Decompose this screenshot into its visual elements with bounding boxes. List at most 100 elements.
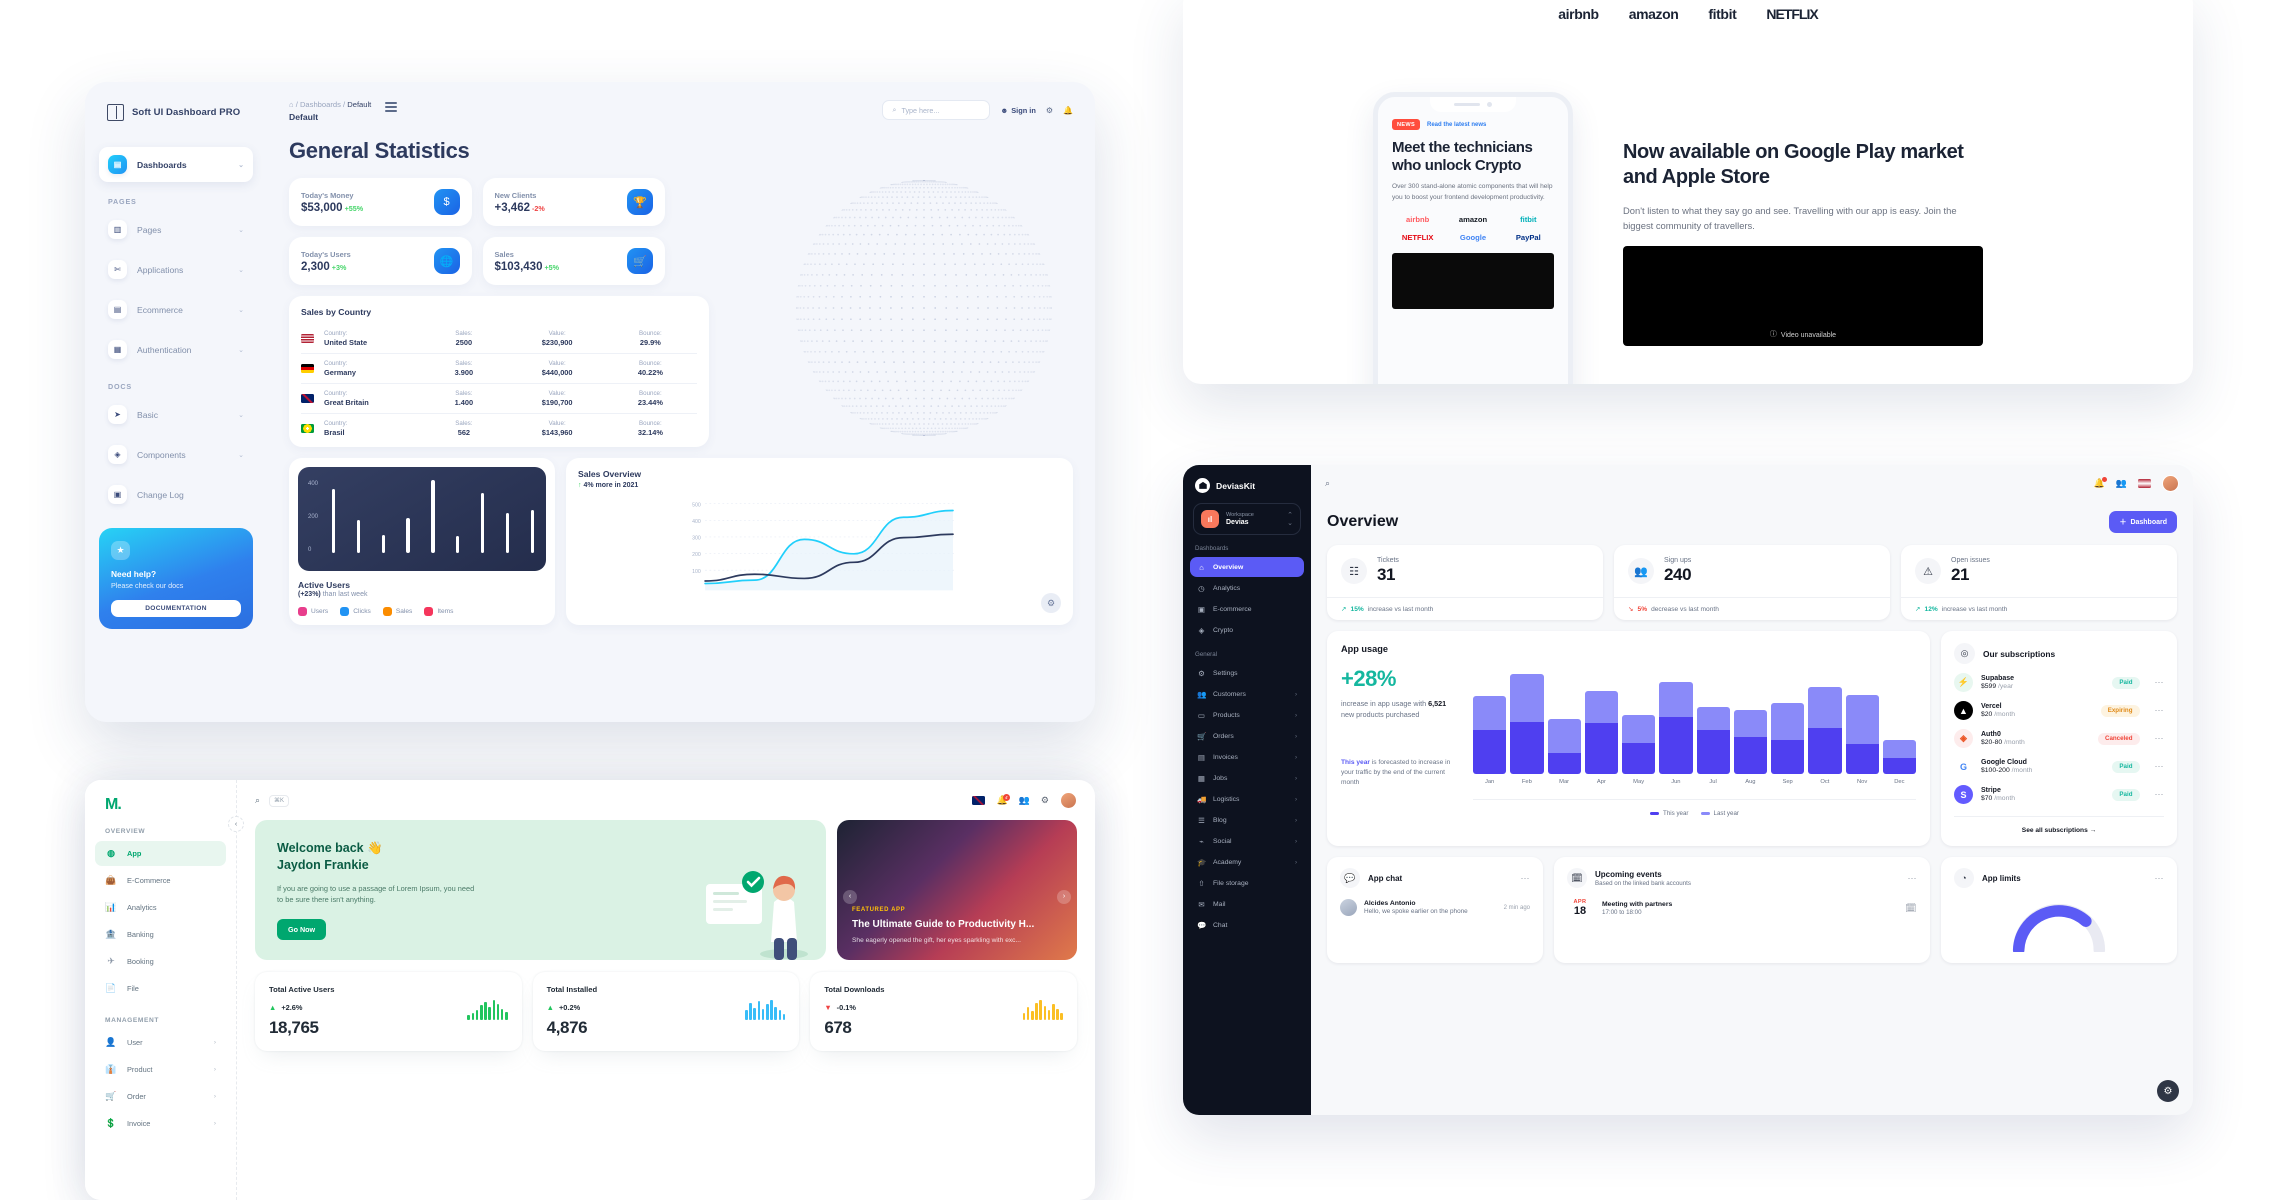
welcome-name: Jaydon Frankie: [277, 857, 369, 872]
gear-icon[interactable]: ⚙: [1041, 593, 1061, 613]
sidebar-item-invoices[interactable]: ▤ Invoices ›: [1190, 747, 1304, 767]
sidebar-item-file-storage[interactable]: ⇧ File storage: [1190, 873, 1304, 893]
minimal-nav-management: 👤 User › 👔 Product › 🛒 Order › 💲 Invoice…: [85, 1030, 236, 1136]
workspace-icon: ıl: [1201, 510, 1219, 528]
event-calendar-icon[interactable]: 🗓: [1905, 902, 1917, 913]
avatar[interactable]: [2162, 474, 2179, 492]
subscription-row[interactable]: S Stripe $70 /month Paid ⋯: [1954, 785, 2164, 804]
more-menu-icon[interactable]: ⋯: [2154, 872, 2164, 883]
chevron-right-icon: ›: [213, 1039, 216, 1046]
table-row[interactable]: Country: Great Britain Sales: 1.400 Valu…: [301, 383, 697, 413]
sidebar-item-pages[interactable]: ▥ Pages ⌄: [99, 212, 253, 247]
uk-flag-icon[interactable]: [972, 796, 986, 805]
softui-brand[interactable]: Soft UI Dashboard PRO: [85, 82, 267, 121]
app-usage-chart: Jan Feb Mar Apr May Jun Jul Aug Sep Oct Nov Dec Thi…: [1473, 666, 1916, 817]
sidebar-item-basic[interactable]: ➤ Basic ⌄: [99, 397, 253, 432]
settings-fab-button[interactable]: ⚙: [2157, 1080, 2179, 1102]
search-input[interactable]: ⌕ Type here...: [882, 100, 991, 120]
more-menu-icon[interactable]: ⋯: [2154, 789, 2164, 799]
sidebar-item-e-commerce[interactable]: 👜 E-Commerce: [95, 868, 226, 893]
table-row[interactable]: Country: United State Sales: 2500 Value:…: [301, 324, 697, 353]
sidebar-item-applications[interactable]: ✄ Applications ⌄: [99, 252, 253, 287]
search-icon[interactable]: ⌕: [1325, 477, 1331, 488]
breadcrumb-item[interactable]: Dashboards: [299, 100, 341, 109]
trend-up-icon: ▲: [546, 1002, 554, 1012]
dashboard-button[interactable]: ＋ Dashboard: [2109, 511, 2177, 533]
subscription-row[interactable]: ▲ Vercel $20 /month Expiring ⋯: [1954, 701, 2164, 720]
contacts-icon[interactable]: 👥: [2115, 477, 2127, 488]
devias-brand[interactable]: DeviasKit: [1183, 465, 1311, 493]
avatar[interactable]: [1060, 792, 1077, 809]
stat-delta-value: -0.1%: [836, 1002, 856, 1012]
vercel-icon: ▲: [1954, 701, 1973, 720]
sidebar-item-analytics[interactable]: ◷ Analytics: [1190, 578, 1304, 598]
bell-icon[interactable]: 🔔 4: [996, 794, 1010, 805]
sidebar-item-chat[interactable]: 💬 Chat: [1190, 915, 1304, 935]
sidebar-item-user[interactable]: 👤 User ›: [95, 1030, 226, 1055]
sidebar-item-booking[interactable]: ✈ Booking: [95, 949, 226, 974]
more-menu-icon[interactable]: ⋯: [2154, 705, 2164, 715]
more-menu-icon[interactable]: ⋯: [2154, 761, 2164, 771]
sidebar-item-crypto[interactable]: ◈ Crypto: [1190, 620, 1304, 640]
sidebar-item-invoice[interactable]: 💲 Invoice ›: [95, 1111, 226, 1136]
settings-icon[interactable]: ⚙: [1040, 795, 1049, 805]
see-all-subscriptions-link[interactable]: See all subscriptions →: [1954, 816, 2164, 834]
flag-icon[interactable]: [2138, 478, 2151, 488]
sidebar-item-order[interactable]: 🛒 Order ›: [95, 1084, 226, 1109]
sidebar-item-ecommerce[interactable]: ▤ Ecommerce ⌄: [99, 292, 253, 327]
more-menu-icon[interactable]: ⋯: [2154, 677, 2164, 687]
sidebar-item-banking[interactable]: 🏦 Banking: [95, 922, 226, 947]
sidebar-item-jobs[interactable]: ▦ Jobs ›: [1190, 768, 1304, 788]
chat-message[interactable]: Alcides Antonio Hello, we spoke earlier …: [1340, 899, 1530, 916]
sidebar-item-e-commerce[interactable]: ▣ E-commerce: [1190, 599, 1304, 619]
video-player[interactable]: ⓘ Video unavailable: [1623, 246, 1983, 347]
sidebar-item-product[interactable]: 👔 Product ›: [95, 1057, 226, 1082]
trend-up-icon: ↗: [1341, 606, 1347, 613]
more-menu-icon[interactable]: ⋯: [2154, 733, 2164, 743]
bell-icon[interactable]: 🔔: [1063, 105, 1073, 115]
home-icon[interactable]: ⌂: [289, 100, 294, 109]
subscription-row[interactable]: ⚡ Supabase $599 /year Paid ⋯: [1954, 673, 2164, 692]
sidebar-collapse-button[interactable]: ‹: [228, 816, 244, 832]
sidebar-item-products[interactable]: ▭ Products ›: [1190, 705, 1304, 725]
go-now-button[interactable]: Go Now: [277, 918, 327, 940]
gear-icon[interactable]: ⚙: [1045, 105, 1054, 115]
workspace-selector[interactable]: ıl Workspace Devias ⌃ ⌄: [1193, 503, 1301, 535]
sign-in-button[interactable]: ☻ Sign in: [1000, 106, 1035, 115]
sidebar-item-orders[interactable]: 🛒 Orders ›: [1190, 726, 1304, 746]
news-link[interactable]: Read the latest news: [1426, 121, 1487, 128]
sidebar-item-settings[interactable]: ⚙ Settings: [1190, 663, 1304, 683]
carousel-prev-button[interactable]: ‹: [843, 889, 857, 904]
sidebar-item-social[interactable]: ⌁ Social ›: [1190, 831, 1304, 851]
sidebar-item-customers[interactable]: 👥 Customers ›: [1190, 684, 1304, 704]
sidebar-item-overview[interactable]: ⌂ Overview: [1190, 557, 1304, 577]
x-tick: Jun: [1671, 779, 1681, 785]
sidebar-item-mail[interactable]: ✉ Mail: [1190, 894, 1304, 914]
carousel-next-button[interactable]: ›: [1057, 889, 1071, 904]
sidebar-item-analytics[interactable]: 📊 Analytics: [95, 895, 226, 920]
sidebar-item-dashboards[interactable]: ▤ Dashboards ⌄: [99, 147, 253, 182]
documentation-button[interactable]: DOCUMENTATION: [111, 599, 241, 617]
table-row[interactable]: Country: Germany Sales: 3.900 Value: $44…: [301, 353, 697, 383]
sidebar-item-blog[interactable]: ☰ Blog ›: [1190, 810, 1304, 830]
more-menu-icon[interactable]: ⋯: [1907, 872, 1917, 883]
subscription-row[interactable]: ◈ Auth0 $20-80 /month Canceled ⋯: [1954, 729, 2164, 748]
sidebar-item-academy[interactable]: 🎓 Academy ›: [1190, 852, 1304, 872]
bell-icon[interactable]: 🔔: [2093, 476, 2107, 488]
sidebar-item-change-log[interactable]: ▣ Change Log: [99, 477, 253, 512]
menu-toggle-icon[interactable]: [385, 102, 398, 112]
sidebar-item-logistics[interactable]: 🚚 Logistics ›: [1190, 789, 1304, 809]
contacts-icon[interactable]: 👥: [1018, 795, 1030, 805]
minimal-logo[interactable]: M.: [105, 796, 122, 813]
event-row[interactable]: APR 18 Meeting with partners 17:00 to 18…: [1567, 899, 1917, 917]
subscription-row[interactable]: G Google Cloud $100-200 /month Paid ⋯: [1954, 757, 2164, 776]
featured-app-card[interactable]: ‹ › FEATURED APP The Ultimate Guide to P…: [837, 820, 1077, 960]
card-title: App usage: [1341, 644, 1388, 654]
sidebar-item-components[interactable]: ◈ Components ⌄: [99, 437, 253, 472]
table-row[interactable]: Country: Brasil Sales: 562 Value: $143,9…: [301, 413, 697, 443]
sidebar-item-app[interactable]: ◍ App: [95, 841, 226, 866]
sidebar-item-authentication[interactable]: ▦ Authentication ⌄: [99, 332, 253, 367]
more-menu-icon[interactable]: ⋯: [1520, 872, 1530, 883]
sidebar-item-file[interactable]: 📄 File: [95, 976, 226, 1001]
search-icon[interactable]: ⌕: [255, 795, 261, 805]
